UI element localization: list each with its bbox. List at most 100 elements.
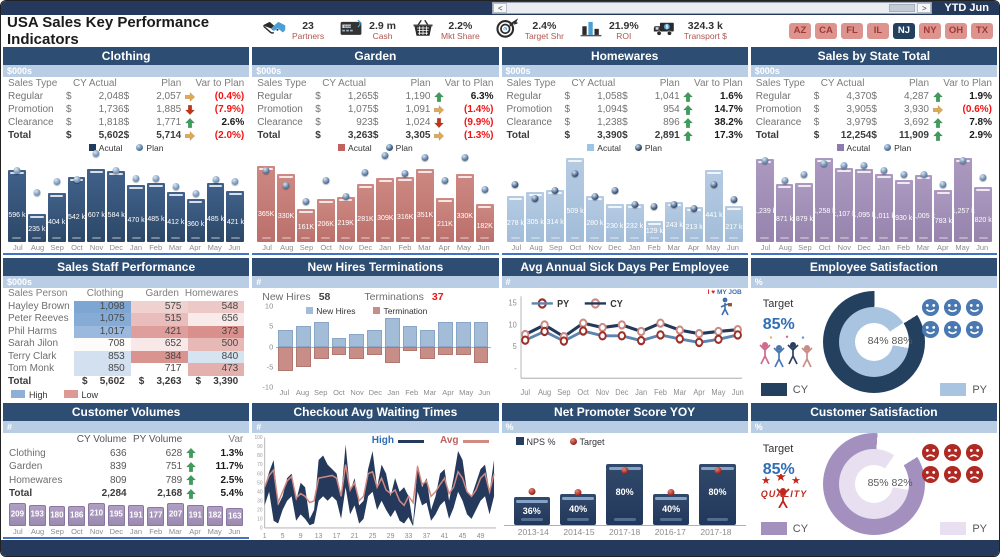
svg-text:Sep: Sep: [557, 388, 571, 398]
state-button-ny[interactable]: NY: [919, 22, 941, 39]
bar-column: 305 k: [526, 155, 545, 242]
plan-dot: [840, 162, 848, 170]
year-axis: 2013-14 2014-15 2017-18 2016-17 2017-18: [503, 525, 746, 539]
bar-column: 871 k: [775, 155, 794, 242]
table-row: Promotion $1,736 $1,885 (7.9%): [8, 104, 245, 115]
sad-face-icon: [921, 443, 940, 462]
state-button-nj[interactable]: NJ: [893, 22, 915, 39]
panel-clothing: Clothing $000s Sales Type CY Actual Plan Va…: [3, 47, 250, 255]
scrollbar-track[interactable]: [507, 3, 917, 13]
table-row: Peter Reeves 1,075 515 656: [3, 313, 249, 326]
bar-column: 330K: [277, 155, 295, 242]
monthly-volume-chart: 209 193 180 186 210 195 191 177 207 191 182 163: [3, 501, 249, 526]
state-button-ca[interactable]: CA: [815, 22, 837, 39]
plan-dot: [212, 175, 220, 183]
table-row: Clothing 636 628 1.3%: [9, 447, 244, 459]
kpi-roi: 21.9% ROI: [578, 18, 639, 43]
bar-column: 783 k: [934, 155, 953, 242]
plan-dot: [800, 171, 808, 179]
bar-column: [278, 306, 294, 387]
sick-days-chart: I ♥ MY JOB 15 10 5 - PY CY Jul Aug Sep Oct Nov D…: [502, 288, 748, 400]
kpi-label: Partners: [292, 30, 325, 41]
right-arrow-icon: [184, 130, 195, 141]
state-button-fl[interactable]: FL: [841, 22, 863, 39]
up-arrow-icon: [683, 104, 694, 115]
cy-legend: CY: [760, 383, 808, 396]
table-row: Sarah Jilon 708 652 500: [3, 338, 249, 351]
bar-column: [438, 306, 453, 387]
up-arrow-icon: [683, 117, 694, 128]
panel-net-promoter-score-yoy: Net Promoter Score YOY % NPS % Target 36…: [501, 403, 748, 539]
volume-bar: 191: [186, 505, 204, 526]
plan-dot: [441, 177, 449, 184]
panel-title: Sales by State Total: [750, 47, 997, 65]
bank-card-icon: BANK: [338, 18, 364, 43]
nps-bar: 40%: [652, 488, 690, 525]
chart-legend: New Hires Termination: [306, 306, 427, 316]
bar-column: [331, 306, 347, 387]
scrollbar-thumb[interactable]: [889, 4, 916, 12]
plan-dot: [670, 201, 678, 209]
table-row: Tom Monk 850 717 473: [3, 363, 249, 376]
truck-icon: $: [653, 18, 679, 43]
table-header: Sales Type CY Actual Plan Var to Plan: [755, 78, 992, 89]
panel-customer-satisfaction: Customer Satisfaction % Target 85% 85% 8…: [750, 403, 997, 539]
bar-column: 607 k: [87, 150, 106, 242]
state-button-oh[interactable]: OH: [945, 22, 967, 39]
basket-icon: [410, 18, 436, 43]
table-row: Total $5,602 $5,714 (2.0%): [8, 130, 245, 141]
handshake-icon: [261, 18, 287, 43]
page-title: USA Sales Key Performance Indicators: [7, 13, 210, 48]
horizontal-scrollbar[interactable]: < >: [492, 2, 933, 14]
bar-column: 129 k: [645, 155, 664, 242]
target-dot: [574, 488, 582, 496]
kpi-target-shr: $ 2.4% Target Shr: [494, 18, 564, 43]
volume-bar: 210: [88, 503, 105, 526]
svg-text:60: 60: [257, 471, 263, 477]
plan-dot: [761, 157, 769, 165]
svg-text:10: 10: [257, 516, 263, 522]
svg-text:0: 0: [260, 526, 263, 532]
bar-column: 1,239 k: [753, 155, 776, 242]
up-arrow-icon: [184, 117, 195, 128]
scroll-right-button[interactable]: >: [917, 3, 932, 13]
bar-column: 421 k: [226, 155, 245, 242]
quality-person-icon: ★ ★ ★: [761, 469, 801, 509]
donut-value-label: 85% 82%: [867, 476, 913, 489]
svg-text:45: 45: [459, 533, 467, 539]
plan-dot: [192, 190, 200, 198]
table-row: Promotion $1,075 $1,091 (1.4%): [257, 104, 494, 115]
panel-title: Customer Satisfaction: [750, 403, 997, 421]
plan-dot: [421, 154, 429, 162]
svg-text:21: 21: [351, 533, 359, 539]
target-value: 85%: [762, 461, 795, 478]
month-axis: Jul Aug Sep Oct Nov Dec Jan Feb Mar Apr May Jun: [750, 242, 997, 255]
state-button-il[interactable]: IL: [867, 22, 889, 39]
volume-bar: 163: [226, 508, 244, 526]
svg-text:Dec: Dec: [615, 388, 628, 398]
bar-column: 470 k: [127, 155, 146, 242]
svg-text:49: 49: [477, 533, 485, 539]
nps-bar: 40%: [559, 488, 597, 525]
svg-text:29: 29: [387, 533, 395, 539]
panel-unit-label: $000s: [501, 65, 748, 77]
bar-column: 219K: [336, 155, 355, 242]
bar-column: 309K: [376, 152, 395, 242]
svg-text:Apr: Apr: [693, 388, 705, 398]
svg-text:Jul: Jul: [520, 388, 530, 398]
up-arrow-icon: [185, 475, 196, 486]
state-button-tx[interactable]: TX: [971, 22, 993, 39]
scroll-left-button[interactable]: <: [493, 3, 508, 13]
table-row: Clearance $1,818 $1,771 2.6%: [8, 117, 245, 128]
period-label: YTD Jun: [944, 2, 989, 14]
state-button-az[interactable]: AZ: [789, 22, 811, 39]
smiley-face-icon: [921, 298, 940, 317]
bar-column: 211K: [435, 155, 454, 242]
right-arrow-icon: [932, 104, 943, 115]
bar-column: 404 k: [47, 155, 66, 242]
walking-person-icon: [720, 297, 732, 316]
plan-dot: [381, 152, 389, 160]
bar-column: 879 k: [795, 155, 814, 242]
bar-column: 278 k: [506, 155, 525, 242]
